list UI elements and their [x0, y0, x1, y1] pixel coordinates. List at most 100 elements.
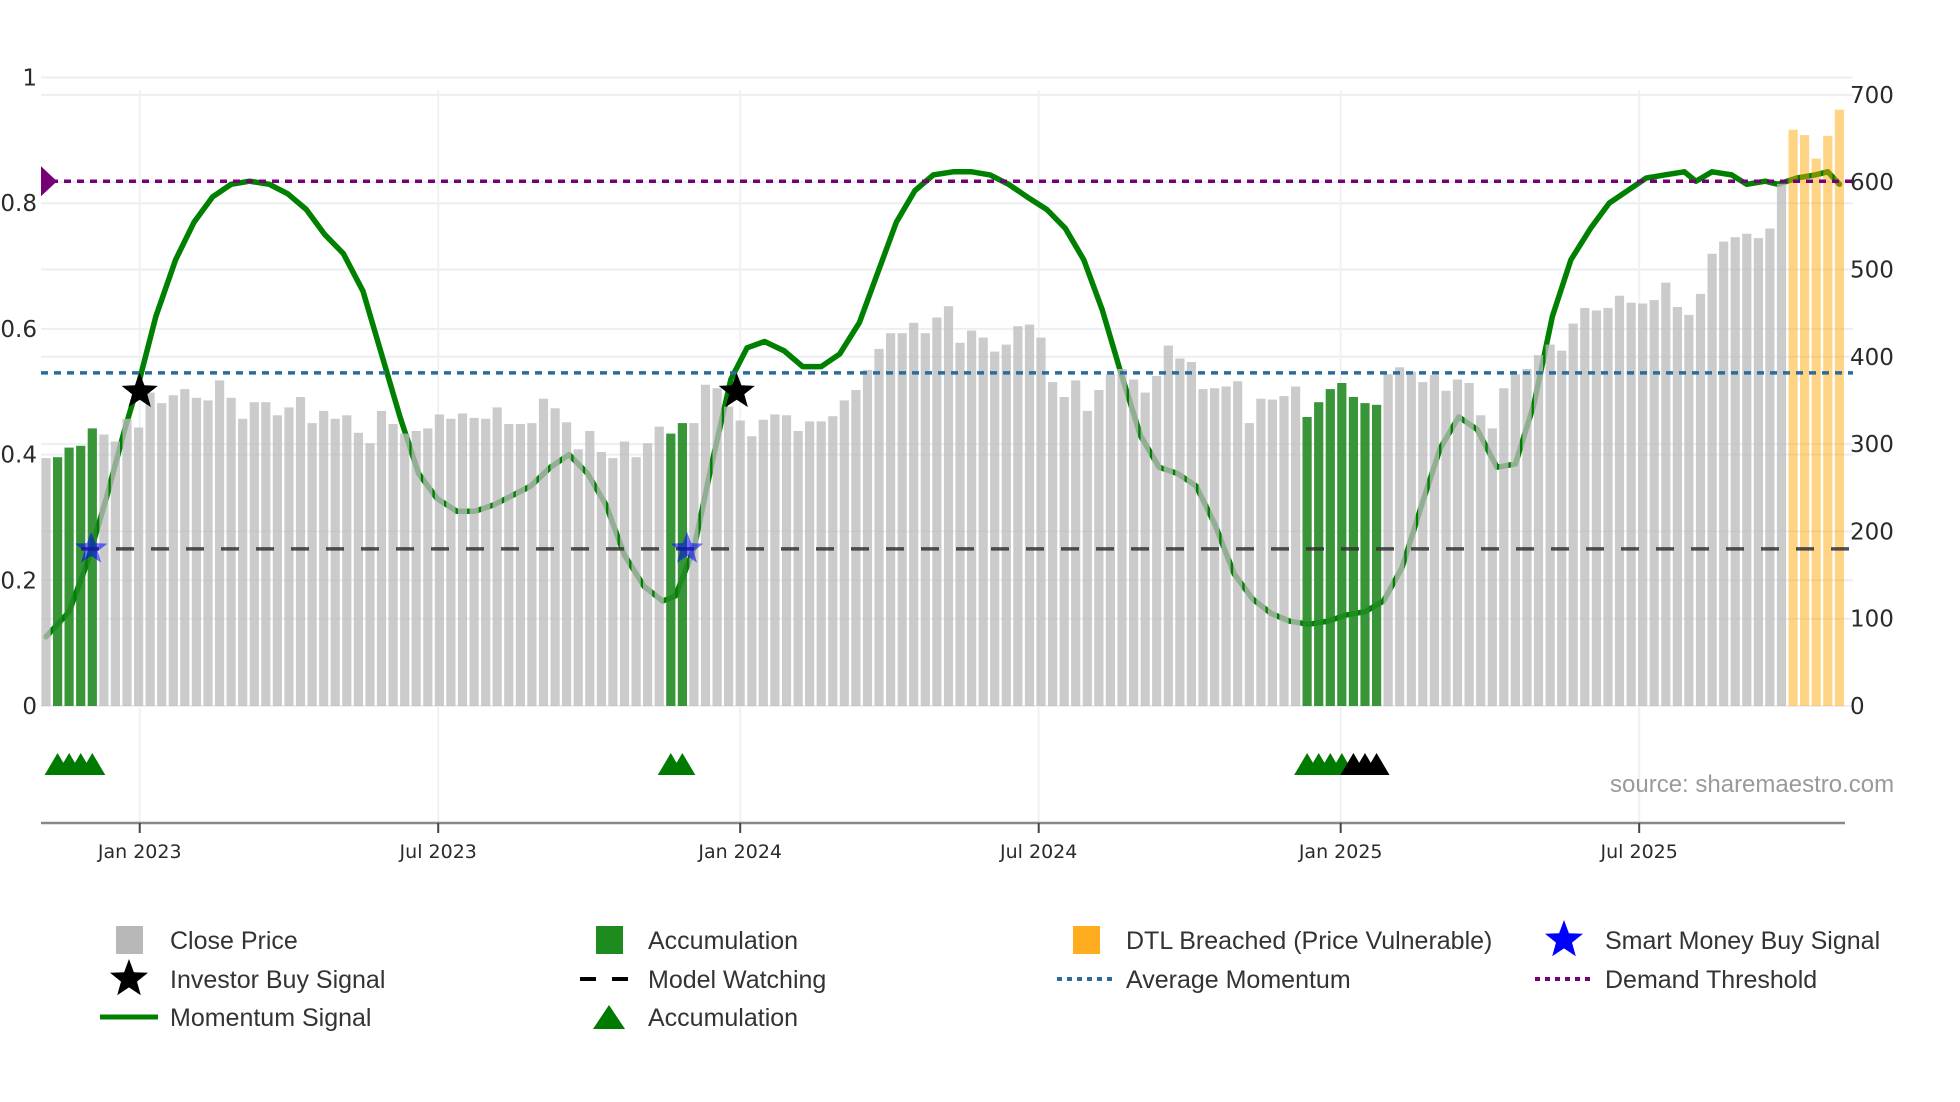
legend-label: Momentum Signal — [170, 1004, 371, 1032]
accumulation-bar — [76, 445, 86, 706]
close-price-bar — [724, 406, 734, 706]
x-axis-tick-label: Jul 2025 — [1600, 841, 1678, 863]
close-price-bar — [1071, 380, 1081, 706]
close-price-bar — [712, 388, 722, 706]
x-axis-tick-label: Jan 2025 — [1298, 841, 1383, 863]
close-price-bar — [585, 431, 595, 706]
legend-star-icon — [1545, 920, 1583, 957]
dtl-breached-bar — [1823, 135, 1833, 706]
close-price-bar — [1776, 183, 1787, 706]
close-price-bar — [110, 441, 120, 706]
close-price-bar — [805, 421, 815, 706]
close-price-bar — [538, 398, 549, 706]
legend-item-close-price: Close Price — [116, 926, 298, 955]
close-price-bar — [353, 432, 363, 706]
left-axis-tick-label: 0.6 — [0, 317, 37, 343]
smart-money-star-icon — [670, 531, 704, 563]
close-price-bar — [1753, 238, 1763, 706]
accumulation-bar — [677, 423, 687, 706]
legend-star-icon — [110, 959, 148, 996]
dtl-breached-bar — [1834, 109, 1844, 706]
close-price-bar — [1256, 398, 1266, 706]
reference-lines — [41, 166, 1853, 551]
close-price-bar — [967, 330, 977, 706]
close-price-bar — [469, 417, 479, 706]
close-price-bar — [134, 427, 144, 706]
investor-buy-star-icon — [718, 372, 755, 408]
close-price-bar — [932, 317, 942, 706]
right-axis-tick-label: 700 — [1850, 83, 1894, 109]
legend-item-demand-threshold: Demand Threshold — [1535, 966, 1817, 994]
close-price-bar — [654, 426, 664, 706]
right-axis-tick-label: 400 — [1850, 345, 1894, 371]
close-price-bar — [1129, 379, 1139, 706]
close-price-bar — [596, 452, 606, 706]
close-price-bar — [619, 441, 630, 706]
signal-markers — [44, 372, 1390, 775]
close-price-bar — [689, 423, 699, 706]
close-price-bar — [527, 423, 537, 706]
close-price-bar — [1279, 396, 1289, 706]
close-price-bar — [1603, 307, 1613, 706]
close-price-bar — [886, 333, 896, 706]
legend-item-momentum: Momentum Signal — [100, 1004, 371, 1032]
close-price-bar — [758, 419, 768, 706]
close-price-bar — [284, 407, 294, 706]
close-price-bar — [1545, 344, 1555, 706]
close-price-bar — [1221, 386, 1231, 706]
close-price-bar — [1719, 241, 1729, 706]
accumulation-bar — [1314, 402, 1324, 706]
accumulation-bar — [1337, 383, 1347, 706]
close-price-bar — [319, 410, 329, 706]
close-price-bar — [770, 414, 780, 706]
close-price-bar — [1684, 314, 1694, 706]
close-price-bar — [203, 400, 213, 706]
legend-label: Close Price — [170, 927, 298, 955]
close-price-bar — [909, 322, 919, 706]
dtl-breached-bar — [1788, 129, 1798, 707]
accumulation-bar — [1325, 389, 1335, 706]
close-price-bar — [1001, 344, 1011, 706]
close-price-bar — [862, 369, 873, 706]
legend-swatch-icon — [596, 926, 623, 954]
close-price-bar — [828, 416, 838, 706]
close-price-bar — [735, 420, 745, 706]
legend-item-accumulation-bar: Accumulation — [596, 926, 798, 955]
close-price-bar — [168, 395, 178, 706]
close-price-bar — [481, 418, 491, 706]
close-price-bar — [504, 424, 514, 706]
close-price-bar — [1105, 374, 1115, 706]
close-price-bar — [562, 422, 572, 706]
legend-label: Smart Money Buy Signal — [1605, 927, 1880, 955]
close-price-bar — [1672, 307, 1682, 706]
close-price-bar — [897, 333, 907, 706]
close-price-bar — [1395, 367, 1405, 706]
close-price-bar — [1510, 374, 1520, 706]
right-axis-tick-label: 100 — [1850, 607, 1894, 633]
close-price-bar — [226, 397, 236, 706]
close-price-bar — [1765, 228, 1775, 706]
close-price-bar — [365, 443, 375, 706]
close-price-bar — [411, 431, 421, 706]
momentum-layer — [43, 169, 1843, 640]
dtl-breached-bar — [1800, 135, 1810, 707]
close-price-bar — [1117, 369, 1127, 706]
close-price-bar — [1406, 371, 1416, 706]
close-price-bar — [631, 457, 641, 706]
legend-label: Demand Threshold — [1605, 966, 1817, 994]
close-price-bar — [1048, 382, 1058, 706]
close-price-bar — [157, 403, 167, 706]
close-price-bar — [1476, 415, 1486, 706]
accumulation-triangle-icon — [669, 753, 696, 775]
x-axis-tick-label: Jan 2023 — [97, 841, 182, 863]
axes: 0 0.2 0.4 0.6 0.8 1 0 100 200 300 400 500 600 700 Jan … — [0, 66, 1893, 864]
legend-swatch-icon — [1073, 926, 1100, 954]
close-price-bar — [1499, 388, 1509, 706]
close-price-bar — [874, 348, 884, 706]
right-axis-tick-label: 0 — [1850, 694, 1865, 720]
left-axis-tick-label: 0.2 — [0, 568, 37, 594]
legend-label: Model Watching — [648, 966, 826, 994]
legend: Close Price Accumulation DTL Breached (Pri… — [100, 920, 1880, 1032]
close-price-bar — [1244, 423, 1254, 706]
legend-triangle-icon — [593, 1005, 625, 1029]
